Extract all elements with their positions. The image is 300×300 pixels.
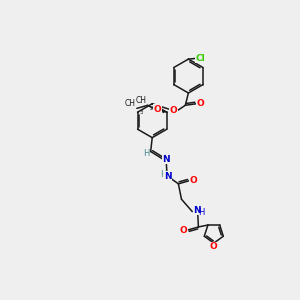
Text: O: O <box>189 176 197 185</box>
Text: O: O <box>210 242 218 251</box>
Text: CH: CH <box>125 99 136 108</box>
Text: H: H <box>198 208 204 217</box>
Text: 2: 2 <box>150 106 153 111</box>
Text: O: O <box>196 99 204 108</box>
Text: O: O <box>154 105 161 114</box>
Text: O: O <box>170 106 178 115</box>
Text: H: H <box>143 149 149 158</box>
Text: Cl: Cl <box>195 54 205 63</box>
Text: N: N <box>164 172 171 181</box>
Text: O: O <box>180 226 188 235</box>
Text: 3: 3 <box>139 110 143 115</box>
Text: N: N <box>193 206 201 215</box>
Text: N: N <box>162 155 170 164</box>
Text: CH: CH <box>136 95 147 104</box>
Text: H: H <box>160 170 166 179</box>
